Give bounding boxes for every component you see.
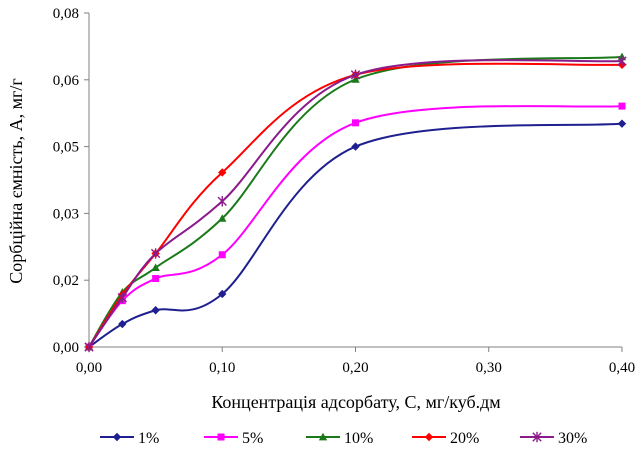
legend-label: 5% xyxy=(242,430,263,447)
legend-marker xyxy=(217,433,225,441)
legend-label: 30% xyxy=(558,430,587,447)
series-3 xyxy=(84,52,627,351)
x-tick-label: 0,00 xyxy=(76,360,102,376)
legend-marker xyxy=(112,432,122,442)
series-4 xyxy=(84,60,627,352)
series-line xyxy=(88,55,623,348)
data-point xyxy=(117,292,128,303)
axes: 0,00 0,02 0,03 0,05 0,06 0,08 0,00 0,10 0,20 0,30… xyxy=(53,6,635,376)
data-point xyxy=(617,55,627,67)
data-point xyxy=(351,142,360,151)
y-tick-label: 0,06 xyxy=(53,73,80,89)
y-tick-label: 0,02 xyxy=(53,273,79,289)
series-layer xyxy=(84,52,627,353)
legend-marker xyxy=(318,432,328,441)
y-tick-label: 0,05 xyxy=(53,140,79,156)
x-tick-label: 0,20 xyxy=(342,360,368,376)
series-1 xyxy=(84,119,627,352)
data-point xyxy=(218,214,227,222)
legend-marker xyxy=(424,432,434,442)
y-tick-label: 0,08 xyxy=(53,6,79,22)
legend-label: 20% xyxy=(450,430,479,447)
x-axis-label: Концентрація адсорбату, C, мг/куб.дм xyxy=(211,392,500,412)
x-tick-label: 0,40 xyxy=(609,360,635,376)
series-line xyxy=(88,58,623,348)
data-point xyxy=(218,168,227,177)
series-2 xyxy=(85,102,626,351)
data-point xyxy=(217,196,227,207)
y-tick-label: 0,00 xyxy=(53,340,79,356)
data-point xyxy=(151,263,160,272)
legend-item: 5% xyxy=(204,430,263,447)
data-point xyxy=(352,119,359,127)
series-line xyxy=(88,105,623,348)
data-point xyxy=(218,289,227,299)
data-point xyxy=(84,341,94,353)
data-point xyxy=(151,306,160,315)
data-point xyxy=(617,119,627,128)
legend-label: 1% xyxy=(138,430,159,447)
x-tick-label: 0,30 xyxy=(476,360,502,376)
series-5 xyxy=(84,55,627,353)
legend: 1% 5% 10% 20% 30% xyxy=(100,430,587,447)
legend-item: 10% xyxy=(306,430,373,447)
data-point xyxy=(350,69,361,80)
data-point xyxy=(118,319,127,329)
legend-item: 20% xyxy=(412,430,479,447)
data-point xyxy=(150,248,161,259)
x-tick-label: 0,10 xyxy=(209,360,235,376)
y-tick-label: 0,03 xyxy=(53,206,79,222)
y-axis-label: Сорбційна ємність, A, мг/г xyxy=(6,78,26,284)
legend-label: 10% xyxy=(344,430,373,447)
data-point xyxy=(618,102,626,110)
legend-item: 1% xyxy=(100,430,159,447)
legend-item: 30% xyxy=(520,430,587,447)
legend-marker xyxy=(532,431,542,443)
data-point xyxy=(152,275,160,283)
data-point xyxy=(218,251,226,259)
